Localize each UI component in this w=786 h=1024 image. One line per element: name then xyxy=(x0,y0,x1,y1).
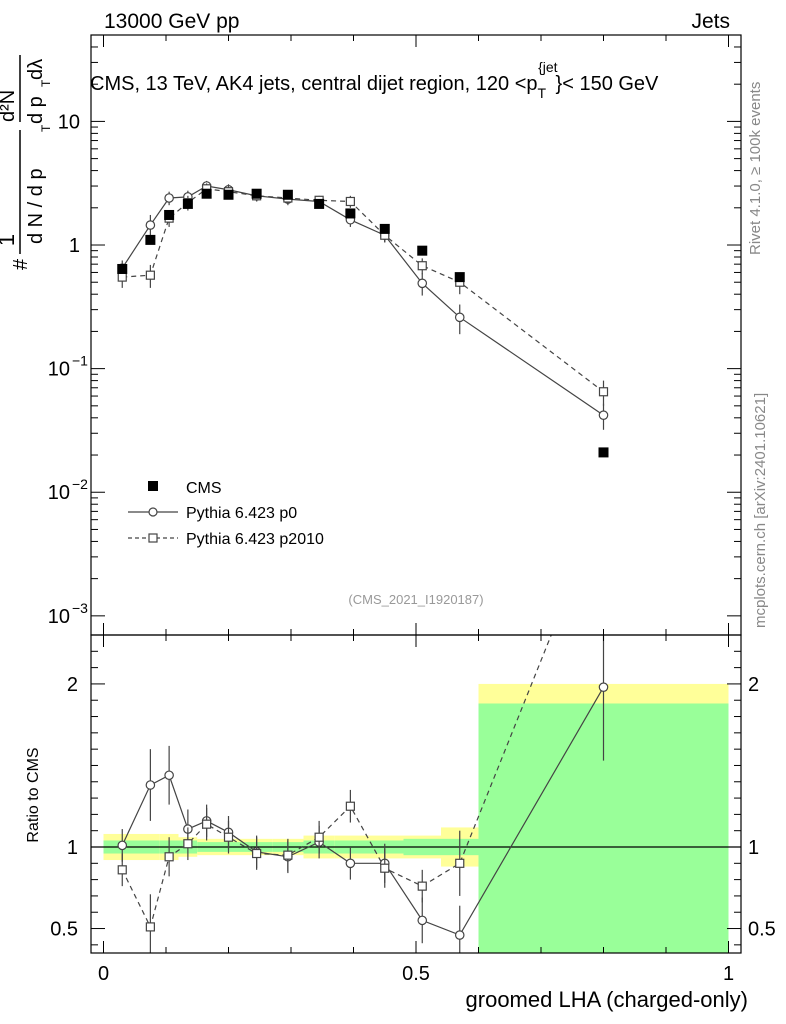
x-tick-label-1: 0.5 xyxy=(402,963,430,985)
rivet-label: Rivet 4.1.0, ≥ 100k events xyxy=(747,82,764,255)
y-label-den-sub: T xyxy=(39,124,53,132)
point-cms-11 xyxy=(417,245,428,256)
y-tick-label-2: 10 xyxy=(48,359,70,381)
legend-p2010-marker xyxy=(148,533,158,543)
point-cms-6 xyxy=(251,188,262,199)
ratio-tick-label-left-2: 2 xyxy=(67,674,78,696)
ratio-point-p2010-5 xyxy=(223,832,234,842)
point-p2010-1 xyxy=(145,270,155,280)
point-p0-11 xyxy=(417,278,428,289)
y-label-den2: d p xyxy=(25,96,47,124)
point-cms-5 xyxy=(223,189,234,200)
point-p2010-11 xyxy=(417,261,427,271)
y-axis-label: # 1 d N / d p T # d²N d p T dλ xyxy=(0,55,53,270)
ratio-point-p2010-0 xyxy=(117,865,127,875)
plot-title: CMS, 13 TeV, AK4 jets, central dijet reg… xyxy=(90,59,659,101)
ratio-point-p2010-10 xyxy=(380,863,390,873)
ratio-point-p2010-7 xyxy=(283,850,293,860)
analysis-watermark: (CMS_2021_I1920187) xyxy=(348,592,483,607)
y-label-den2-sub: T xyxy=(39,79,53,87)
point-cms-1 xyxy=(145,234,156,245)
plot-title-sup: {jet xyxy=(538,59,558,75)
header-right: Jets xyxy=(691,10,730,33)
ratio-point-p0-12 xyxy=(454,930,465,940)
y-label-num2: d²N xyxy=(0,90,19,122)
point-cms-12 xyxy=(454,272,465,283)
ratio-line-p0 xyxy=(121,686,605,936)
ratio-point-p0-0 xyxy=(117,840,128,851)
ratio-line-p2010 xyxy=(121,635,552,929)
ratio-point-p2010-1 xyxy=(145,922,155,932)
ratio-tick-label-right-1: 1 xyxy=(748,837,759,859)
y-label-lam: dλ xyxy=(25,59,47,80)
legend-cms-label: CMS xyxy=(186,480,222,497)
y-label-hash1: # xyxy=(10,258,32,270)
y-tick-exp-2: −1 xyxy=(72,353,88,369)
series-line-p2010 xyxy=(122,188,604,393)
main-panel xyxy=(117,180,609,458)
header-left: 13000 GeV pp xyxy=(104,10,239,33)
point-cms-9 xyxy=(345,208,356,219)
legend-cms-marker xyxy=(148,481,158,491)
ratio-point-p2010-13 xyxy=(600,501,608,509)
x-tick-label-2: 1 xyxy=(723,963,734,985)
ratio-point-p2010-12 xyxy=(455,858,465,868)
point-cms-4 xyxy=(201,188,212,199)
point-cms-13 xyxy=(598,447,609,458)
point-cms-8 xyxy=(314,198,325,209)
ratio-panel xyxy=(91,501,741,953)
legend-p2010-label: Pythia 6.423 p2010 xyxy=(186,531,324,548)
plot-title-sub: T xyxy=(538,85,547,101)
ratio-tick-label-left-0: 0.5 xyxy=(50,919,78,941)
mcplots-label: mcplots.cern.ch [arXiv:2401.10621] xyxy=(752,393,769,628)
legend-p0-label: Pythia 6.423 p0 xyxy=(186,505,297,522)
y-tick-label-0: 10 xyxy=(48,606,70,628)
point-p2010-13 xyxy=(598,387,609,397)
point-p0-1 xyxy=(145,220,156,230)
ratio-point-p2010-3 xyxy=(183,839,193,849)
legend-p0-marker xyxy=(148,507,158,517)
point-cms-7 xyxy=(282,189,293,200)
point-p2010-9 xyxy=(345,196,355,207)
legend: CMS Pythia 6.423 p0 Pythia 6.423 p2010 xyxy=(128,480,324,548)
point-cms-3 xyxy=(182,198,193,209)
point-cms-10 xyxy=(379,223,390,234)
y-label-den: d N / d p xyxy=(25,168,47,244)
x-tick-label-0: 0 xyxy=(98,963,109,985)
point-p2010-0 xyxy=(117,272,127,282)
ratio-point-p0-1 xyxy=(145,780,156,790)
ratio-point-p0-9 xyxy=(345,858,356,869)
ratio-point-p0-11 xyxy=(417,915,428,926)
series-line-p0 xyxy=(121,185,604,416)
ratio-point-p0-2 xyxy=(164,770,174,781)
y-tick-label-3: 1 xyxy=(69,235,80,257)
point-p0-13 xyxy=(598,410,609,420)
ratio-point-p2010-2 xyxy=(164,852,174,862)
ratio-point-p2010-9 xyxy=(345,801,355,811)
ratio-y-label: Ratio to CMS xyxy=(25,747,42,842)
y-tick-label-1: 10 xyxy=(48,482,70,504)
y-tick-exp-0: −3 xyxy=(72,600,88,616)
x-axis-label: groomed LHA (charged-only) xyxy=(466,987,748,1012)
ratio-point-p2010-11 xyxy=(417,881,427,891)
y-label-one: 1 xyxy=(0,234,19,246)
plot-title-post: }< 150 GeV xyxy=(556,73,660,95)
point-cms-2 xyxy=(164,209,175,220)
point-cms-0 xyxy=(117,263,128,274)
ratio-tick-label-right-0: 0.5 xyxy=(748,919,776,941)
y-tick-exp-1: −2 xyxy=(72,476,88,492)
ratio-point-p2010-8 xyxy=(314,832,324,842)
point-p0-12 xyxy=(454,312,465,323)
y-tick-label-4: 10 xyxy=(58,111,80,133)
ratio-tick-label-left-1: 1 xyxy=(67,837,78,859)
plot-title-pre: CMS, 13 TeV, AK4 jets, central dijet reg… xyxy=(90,73,538,95)
ratio-tick-label-right-2: 2 xyxy=(748,674,759,696)
ratio-point-p2010-6 xyxy=(252,848,262,859)
ratio-point-p2010-4 xyxy=(202,819,212,829)
point-p0-2 xyxy=(164,193,174,203)
ratio-point-p0-13 xyxy=(598,682,609,692)
